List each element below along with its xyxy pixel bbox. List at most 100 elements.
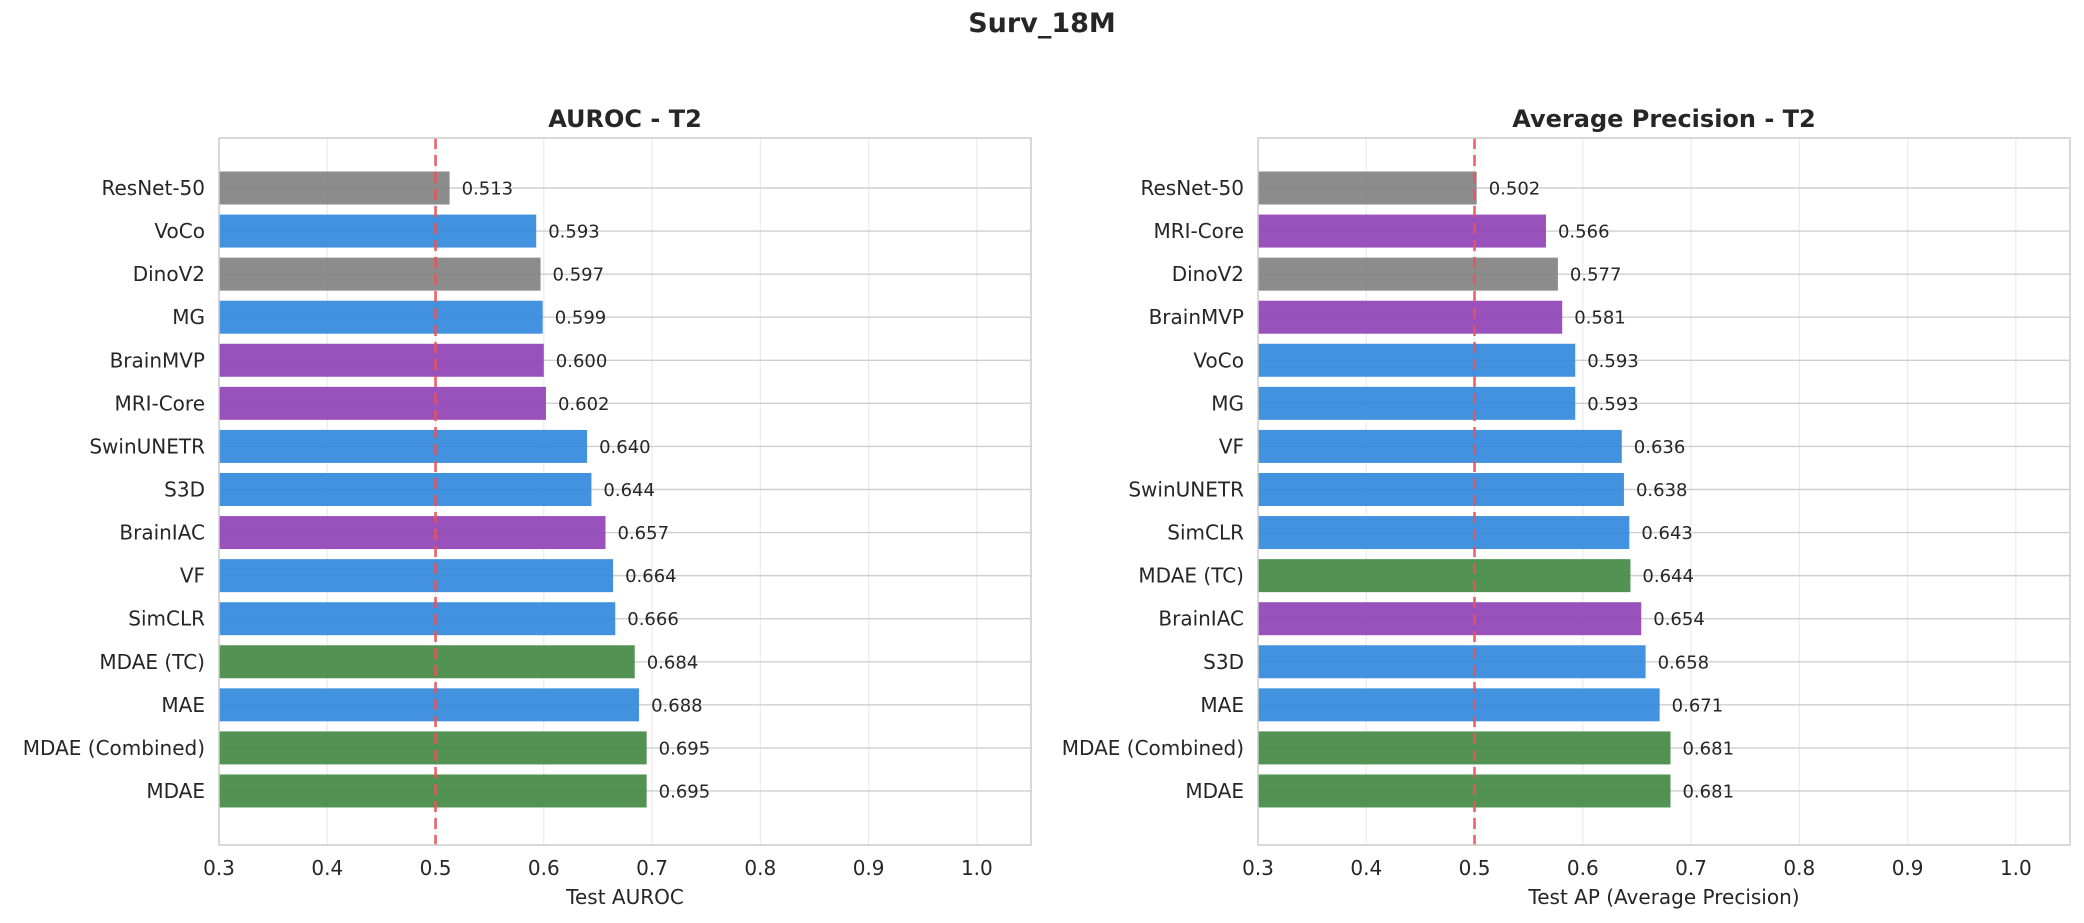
value-label: 0.654 [1653,609,1705,630]
chart-title: Average Precision - T2 [1512,105,1815,133]
x-axis-label: Test AP (Average Precision) [1527,885,1799,909]
plot-frame [1257,137,2071,846]
bar [219,300,543,334]
bar [1258,774,1671,808]
value-label: 0.664 [625,566,677,587]
x-tick-label: 0.6 [528,856,560,880]
value-label: 0.640 [599,437,651,458]
bar [1258,688,1660,722]
value-label: 0.566 [1558,222,1610,243]
bar [1258,645,1646,679]
x-tick-label: 0.3 [1242,856,1274,880]
bar [219,774,647,808]
category-label: S3D [1203,650,1244,674]
bar [219,343,544,377]
bar [1258,731,1671,765]
x-tick-label: 0.6 [1567,856,1599,880]
plot-frame [218,137,1032,846]
x-tick-label: 0.7 [636,856,668,880]
x-axis-label: Test AUROC [565,885,684,909]
value-label: 0.593 [1587,394,1639,415]
value-label: 0.666 [627,609,679,630]
value-label: 0.638 [1636,480,1688,501]
category-label: MDAE (Combined) [23,736,205,760]
bar [219,386,546,420]
bar [1258,257,1558,291]
bar [219,214,537,248]
x-tick-label: 0.9 [1892,856,1924,880]
category-label: BrainMVP [1149,305,1244,329]
category-label: MDAE (Combined) [1062,736,1244,760]
x-tick-label: 0.5 [420,856,452,880]
value-label: 0.599 [555,308,607,329]
value-label: 0.671 [1672,695,1724,716]
value-label: 0.636 [1634,437,1686,458]
category-label: VoCo [154,219,205,243]
category-label: DinoV2 [133,262,205,286]
value-label: 0.581 [1574,308,1626,329]
x-tick-label: 0.9 [853,856,885,880]
bar [1258,559,1631,593]
value-label: 0.684 [647,652,699,673]
bar [1258,214,1546,248]
x-tick-label: 0.7 [1675,856,1707,880]
value-label: 0.688 [651,695,703,716]
bar [219,559,614,593]
x-tick-label: 0.4 [311,856,343,880]
x-tick-label: 0.8 [744,856,776,880]
figure-title: Surv_18M [968,8,1116,39]
category-label: SimCLR [1167,521,1244,545]
x-tick-label: 1.0 [961,856,993,880]
category-label: SwinUNETR [89,434,205,458]
category-label: VF [1219,434,1244,458]
bar [1258,602,1642,636]
bar [219,602,616,636]
value-label: 0.593 [1587,351,1639,372]
category-label: MAE [161,693,205,717]
value-label: 0.643 [1641,523,1693,544]
category-label: ResNet-50 [1141,176,1245,200]
value-label: 0.681 [1682,781,1734,802]
category-label: MG [1211,391,1244,415]
value-label: 0.681 [1682,738,1734,759]
bar [219,516,606,550]
value-label: 0.513 [462,179,514,200]
bar [219,688,640,722]
category-label: S3D [164,477,205,501]
value-label: 0.602 [558,394,610,415]
bar [219,171,450,205]
category-label: BrainMVP [110,348,205,372]
category-label: MDAE (TC) [99,650,205,674]
value-label: 0.577 [1570,265,1622,286]
x-tick-label: 1.0 [2000,856,2032,880]
category-label: MRI-Core [1153,219,1244,243]
category-label: MDAE [146,779,205,803]
bar [1258,516,1630,550]
category-label: VF [180,564,205,588]
value-label: 0.658 [1658,652,1710,673]
category-label: DinoV2 [1172,262,1244,286]
value-label: 0.593 [548,222,600,243]
chart-title: AUROC - T2 [548,105,702,133]
category-label: MG [172,305,205,329]
value-label: 0.502 [1489,179,1541,200]
value-label: 0.695 [659,738,711,759]
x-tick-label: 0.8 [1783,856,1815,880]
bar [219,731,647,765]
value-label: 0.600 [556,351,608,372]
bar [1258,171,1477,205]
category-label: MAE [1200,693,1244,717]
category-label: BrainIAC [1158,607,1244,631]
bar [219,645,635,679]
x-tick-label: 0.3 [203,856,235,880]
category-label: BrainIAC [119,521,205,545]
category-label: MDAE (TC) [1138,564,1244,588]
category-label: MDAE [1185,779,1244,803]
category-label: MRI-Core [114,391,205,415]
bar [1258,343,1576,377]
x-tick-label: 0.4 [1350,856,1382,880]
value-label: 0.657 [618,523,670,544]
value-label: 0.695 [659,781,711,802]
bar [1258,472,1624,506]
